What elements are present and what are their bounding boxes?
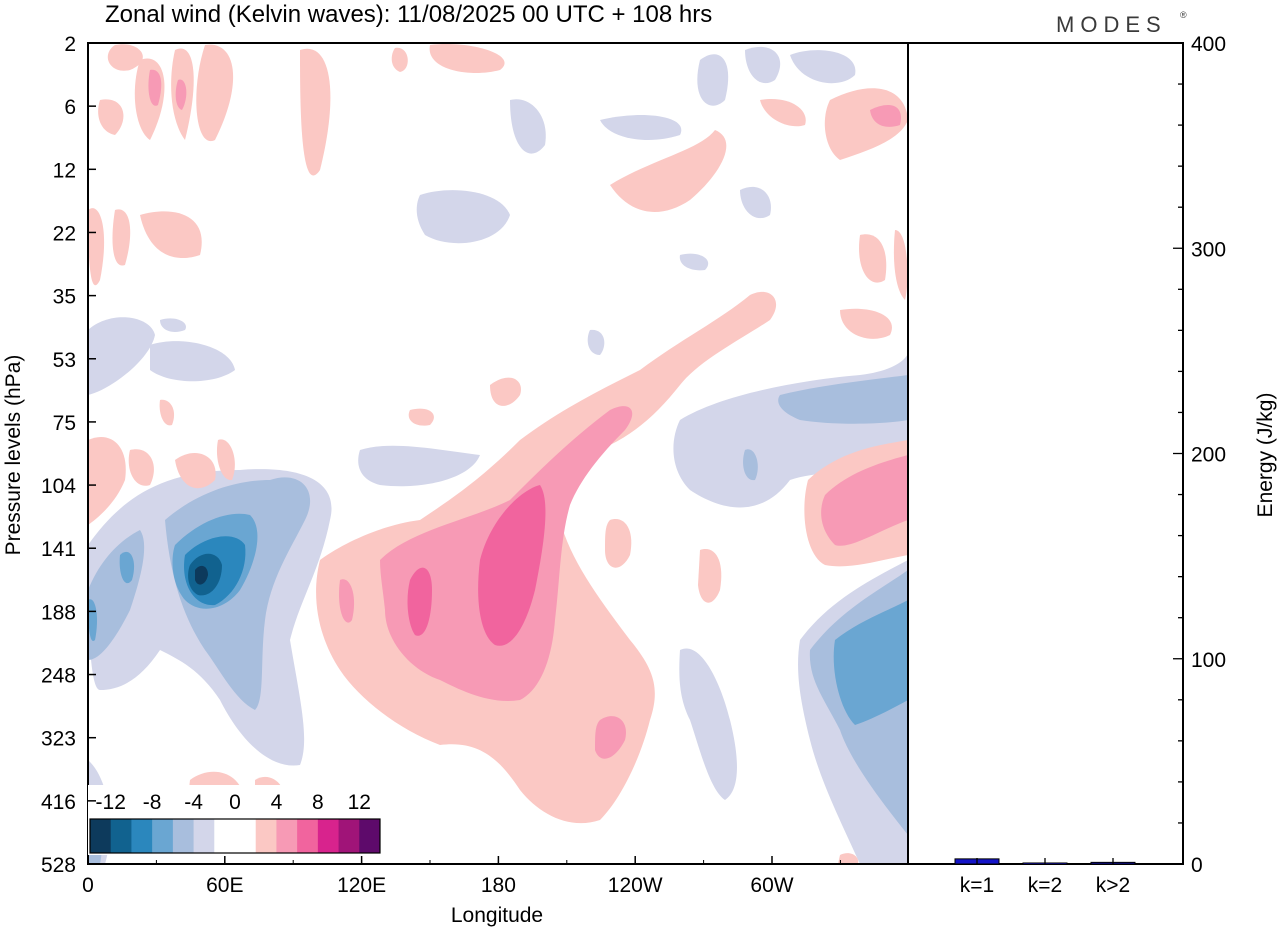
colorbar-swatch — [131, 819, 153, 853]
colorbar-swatch — [152, 819, 174, 853]
chart-title: Zonal wind (Kelvin waves): 11/08/2025 00… — [105, 1, 712, 28]
y-tick-label: 6 — [64, 96, 76, 119]
colorbar-swatch — [235, 819, 257, 853]
colorbar-frame — [89, 818, 381, 854]
y-tick-label: 53 — [53, 349, 76, 372]
x-tick-label: 60E — [206, 874, 243, 897]
colorbar-swatch — [255, 819, 277, 853]
y-tick-label: 12 — [53, 159, 76, 182]
y-tick-label: 416 — [41, 791, 76, 814]
x-axis: 0 60E 120E 180 120W 60W — [82, 856, 841, 897]
colorbar-label: 0 — [229, 791, 241, 814]
energy-category-label: k>2 — [1096, 874, 1130, 897]
y-tick-label: 248 — [41, 665, 76, 688]
energy-tick-label: 100 — [1191, 649, 1226, 672]
y-tick-label: 104 — [41, 475, 76, 498]
y-tick-label: 528 — [41, 854, 76, 877]
colorbar-label: -12 — [96, 791, 126, 814]
y-tick-label: 2 — [64, 33, 76, 56]
energy-axis-label: Energy (J/kg) — [1254, 393, 1277, 518]
energy-tick-label: 0 — [1191, 854, 1203, 877]
energy-bars: k=1 k=2 k>2 — [954, 858, 1136, 897]
colorbar-swatch — [338, 819, 360, 853]
colorbar-swatch — [317, 819, 340, 853]
energy-axis: 0 100 200 300 400 — [1173, 33, 1226, 877]
y-tick-label: 35 — [53, 286, 76, 309]
modes-logo: MODES ® — [1056, 10, 1187, 37]
energy-panel-frame — [907, 42, 1184, 865]
colorbar-swatch — [110, 819, 132, 853]
x-tick-label: 60W — [750, 874, 793, 897]
colorbar-swatch — [90, 819, 112, 853]
colorbar-swatch — [214, 819, 236, 853]
energy-category-label: k=1 — [960, 874, 994, 897]
x-axis-label: Longitude — [451, 904, 543, 927]
colorbar-label: -4 — [184, 791, 203, 814]
colorbar-swatch — [359, 819, 381, 853]
y-tick-label: 141 — [41, 538, 76, 561]
colorbar-swatch — [276, 819, 298, 853]
colorbar: -12 -8 -4 0 4 8 12 — [88, 785, 382, 855]
y-axis-label: Pressure levels (hPa) — [2, 355, 25, 556]
brand-mark: ® — [1180, 10, 1187, 20]
x-tick-label: 120W — [608, 874, 663, 897]
colorbar-label: 4 — [271, 791, 283, 814]
colorbar-swatch — [172, 819, 195, 853]
energy-tick-label: 400 — [1191, 33, 1226, 56]
energy-tick-label: 300 — [1191, 238, 1226, 261]
colorbar-label: 8 — [312, 791, 324, 814]
wind-contour-field — [88, 43, 908, 864]
colorbar-label: 12 — [348, 791, 371, 814]
colorbar-label: -8 — [143, 791, 162, 814]
y-tick-label: 188 — [41, 601, 76, 624]
brand-name: MODES — [1056, 12, 1167, 37]
y-tick-label: 22 — [53, 222, 76, 245]
energy-tick-label: 200 — [1191, 444, 1226, 467]
x-tick-label: 180 — [481, 874, 516, 897]
x-tick-label: 120E — [337, 874, 386, 897]
y-tick-label: 75 — [53, 412, 76, 435]
y-axis: 2 6 12 22 35 53 75 104 141 188 248 323 416 528 — [41, 33, 96, 877]
colorbar-swatch — [297, 819, 319, 853]
y-tick-label: 323 — [41, 728, 76, 751]
energy-category-label: k=2 — [1028, 874, 1062, 897]
x-tick-label: 0 — [82, 874, 94, 897]
colorbar-swatch — [193, 819, 215, 853]
